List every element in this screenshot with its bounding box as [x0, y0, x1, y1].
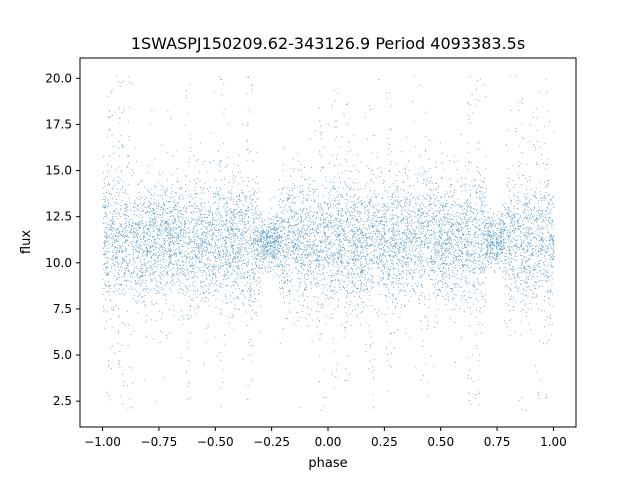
x-tick-label: −0.75 [141, 435, 178, 449]
x-tick-label: 0.75 [484, 435, 511, 449]
y-tick-label: 2.5 [53, 394, 72, 408]
y-tick-label: 15.0 [45, 164, 72, 178]
x-axis-label: phase [308, 456, 347, 471]
y-axis: 2.5 5.0 7.5 10.0 12.5 15.0 17.5 20.0 [45, 71, 80, 408]
y-tick-label: 17.5 [45, 117, 72, 131]
x-axis: −1.00 −0.75 −0.50 −0.25 0.00 0.25 0.50 0.75 1.00 [84, 427, 567, 449]
y-tick-label: 12.5 [45, 210, 72, 224]
x-tick-label: 0.25 [371, 435, 398, 449]
y-tick-label: 10.0 [45, 256, 72, 270]
x-tick-label: −1.00 [84, 435, 121, 449]
chart-title: 1SWASPJ150209.62-343126.9 Period 4093383… [131, 34, 525, 53]
y-axis-label: flux [19, 230, 34, 254]
x-tick-label: 0.50 [427, 435, 454, 449]
y-tick-label: 20.0 [45, 71, 72, 85]
x-tick-label: 1.00 [540, 435, 567, 449]
y-tick-label: 5.0 [53, 348, 72, 362]
x-tick-label: 0.00 [315, 435, 342, 449]
x-tick-label: −0.25 [253, 435, 290, 449]
x-tick-label: −0.50 [197, 435, 234, 449]
y-tick-label: 7.5 [53, 302, 72, 316]
